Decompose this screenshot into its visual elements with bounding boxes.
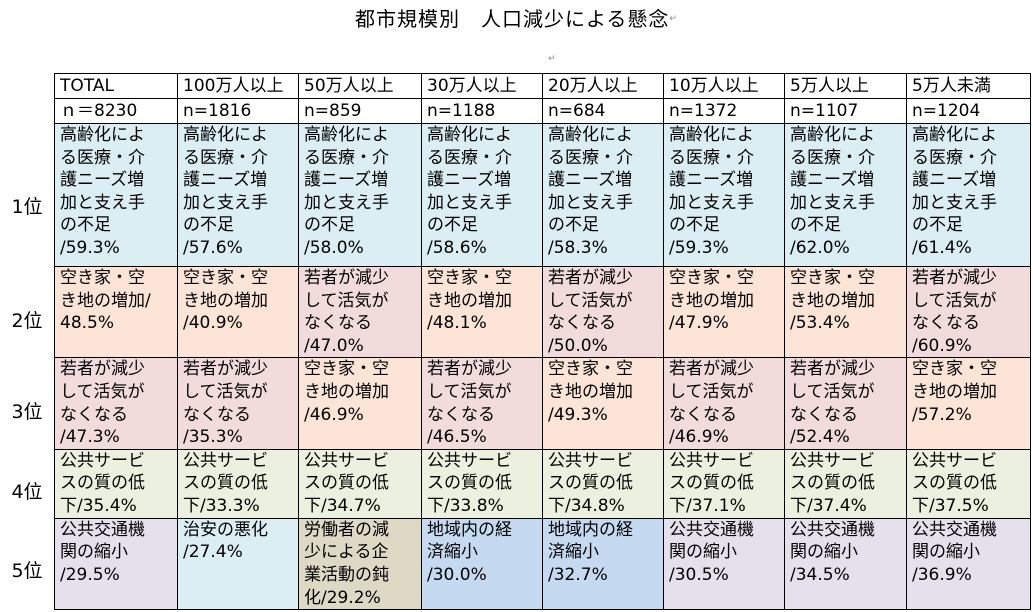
rank-cell: 高齢化によ る医療・介 護ニーズ増 加と支え手 の不足 /59.3% [54, 123, 178, 267]
header-row-sample-size: ｎ＝8230 n=1816 n=859 n=1188 n=684 n=1372 n=1107… [54, 98, 1031, 124]
rank-cell: 若者が減少 して活気が なくなる /46.5% [421, 357, 543, 450]
column-header: TOTAL [54, 73, 178, 99]
rank-cell: 空き家・空 き地の増加 /53.4% [784, 265, 907, 359]
rank-cell: 空き家・空 き地の増加 /40.9% [177, 265, 299, 359]
sample-size: n=684 [542, 98, 664, 124]
column-header: 20万人以上 [542, 73, 664, 99]
column-header: 50万人以上 [298, 73, 422, 99]
rank-cell: 公共交通機 関の縮小 /36.9% [906, 517, 1031, 611]
sample-size: n=1107 [784, 98, 907, 124]
rank-cell: 公共サービ スの質の低 下/37.4% [784, 448, 907, 519]
rank-row-4: 公共サービ スの質の低 下/35.4% 公共サービ スの質の低 下/33.3% 公共… [54, 448, 1031, 519]
rank-label-1: 1位 [11, 196, 43, 218]
rank-cell: 高齢化によ る医療・介 護ニーズ増 加と支え手 の不足 /61.4% [906, 123, 1031, 267]
rank-cell: 高齢化によ る医療・介 護ニーズ増 加と支え手 の不足 /57.6% [177, 123, 299, 267]
rank-label-4: 4位 [11, 481, 43, 503]
rank-cell: 若者が減少 して活気が なくなる /60.9% [906, 265, 1031, 359]
rank-cell: 地域内の経 済縮小 /30.0% [421, 517, 543, 611]
page-title-text: 都市規模別 人口減少による懸念 [355, 7, 670, 31]
rank-cell: 高齢化によ る医療・介 護ニーズ増 加と支え手 の不足 /58.3% [542, 123, 664, 267]
rank-cell: 公共サービ スの質の低 下/35.4% [54, 448, 178, 519]
sample-size: ｎ＝8230 [54, 98, 178, 124]
rank-cell: 空き家・空 き地の増加 /47.9% [663, 265, 785, 359]
rank-cell: 公共サービ スの質の低 下/34.7% [298, 448, 422, 519]
column-header: 5万人以上 [784, 73, 907, 99]
rank-cell: 高齢化によ る医療・介 護ニーズ増 加と支え手 の不足 /59.3% [663, 123, 785, 267]
rank-cell: 高齢化によ る医療・介 護ニーズ増 加と支え手 の不足 /58.0% [298, 123, 422, 267]
rank-cell: 公共サービ スの質の低 下/37.5% [906, 448, 1031, 519]
rank-row-1: 高齢化によ る医療・介 護ニーズ増 加と支え手 の不足 /59.3% 高齢化によ … [54, 123, 1031, 267]
rank-cell: 労働者の減 少による企 業活動の鈍 化/29.2% [298, 517, 422, 611]
rank-cell: 空き家・空 き地の増加 /49.3% [542, 357, 664, 450]
rank-cell: 公共サービ スの質の低 下/33.8% [421, 448, 543, 519]
sample-size: n=1204 [906, 98, 1031, 124]
column-header: 100万人以上 [177, 73, 299, 99]
rank-row-3: 若者が減少 して活気が なくなる /47.3% 若者が減少 して活気が なくなる … [54, 357, 1031, 450]
rank-cell: 空き家・空 き地の増加 /48.1% [421, 265, 543, 359]
rank-cell: 公共交通機 関の縮小 /30.5% [663, 517, 785, 611]
rank-label-5: 5位 [11, 560, 43, 582]
rank-cell: 公共交通機 関の縮小 /34.5% [784, 517, 907, 611]
rank-label-2: 2位 [11, 310, 43, 332]
header-row-segment: TOTAL 100万人以上 50万人以上 30万人以上 20万人以上 10万人以上 5万人以… [54, 73, 1031, 99]
rank-cell: 若者が減少 して活気が なくなる /35.3% [177, 357, 299, 450]
rank-row-2: 空き家・空 き地の増加/ 48.5% 空き家・空 き地の増加 /40.9% 若者が減… [54, 265, 1031, 359]
column-header: 5万人未満 [906, 73, 1031, 99]
rank-cell: 地域内の経 済縮小 /32.7% [542, 517, 664, 611]
rank-cell: 若者が減少 して活気が なくなる /47.0% [298, 265, 422, 359]
rank-cell: 若者が減少 して活気が なくなる /46.9% [663, 357, 785, 450]
rank-cell: 高齢化によ る医療・介 護ニーズ増 加と支え手 の不足 /62.0% [784, 123, 907, 267]
page-title: 都市規模別 人口減少による懸念↵ [0, 6, 1033, 32]
rank-cell: 空き家・空 き地の増加 /57.2% [906, 357, 1031, 450]
rank-cell: 公共サービ スの質の低 下/37.1% [663, 448, 785, 519]
sample-size: n=1188 [421, 98, 543, 124]
rank-cell: 公共サービ スの質の低 下/33.3% [177, 448, 299, 519]
rank-cell: 公共サービ スの質の低 下/34.8% [542, 448, 664, 519]
ranking-table: TOTAL 100万人以上 50万人以上 30万人以上 20万人以上 10万人以上 5万人以… [54, 73, 1031, 611]
sample-size: n=1372 [663, 98, 785, 124]
rank-cell: 高齢化によ る医療・介 護ニーズ増 加と支え手 の不足 /58.6% [421, 123, 543, 267]
rank-cell: 治安の悪化 /27.4% [177, 517, 299, 611]
rank-label-3: 3位 [11, 401, 43, 423]
rank-cell: 若者が減少 して活気が なくなる /50.0% [542, 265, 664, 359]
sample-size: n=859 [298, 98, 422, 124]
rank-cell: 公共交通機 関の縮小 /29.5% [54, 517, 178, 611]
rank-cell: 若者が減少 して活気が なくなる /52.4% [784, 357, 907, 450]
column-header: 10万人以上 [663, 73, 785, 99]
rank-cell: 空き家・空 き地の増加 /46.9% [298, 357, 422, 450]
rank-row-5: 公共交通機 関の縮小 /29.5% 治安の悪化 /27.4% 労働者の減 少による企… [54, 517, 1031, 611]
paragraph-mark-icon: ↵ [669, 14, 678, 24]
rank-cell: 若者が減少 して活気が なくなる /47.3% [54, 357, 178, 450]
sample-size: n=1816 [177, 98, 299, 124]
paragraph-mark-icon: ↵ [548, 54, 556, 64]
column-header: 30万人以上 [421, 73, 543, 99]
rank-cell: 空き家・空 き地の増加/ 48.5% [54, 265, 178, 359]
